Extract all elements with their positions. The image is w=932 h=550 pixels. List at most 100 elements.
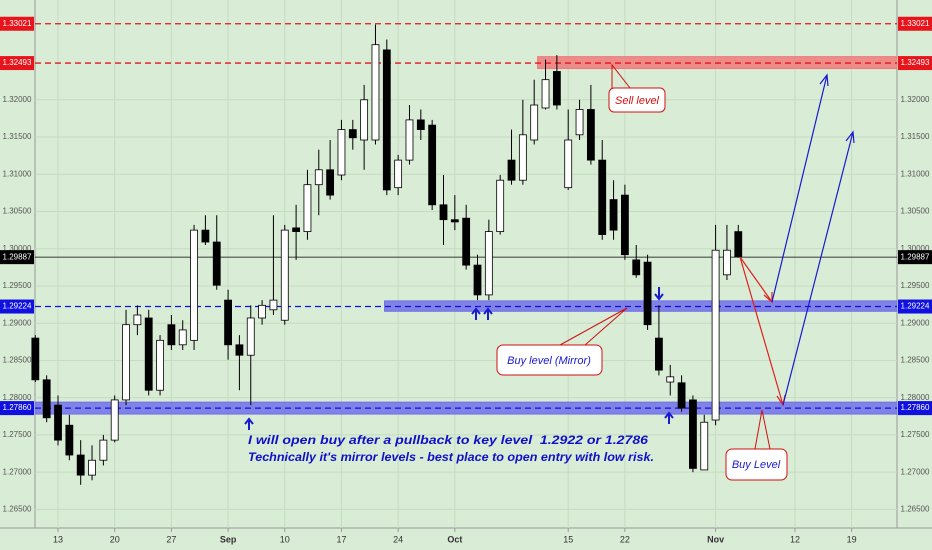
candle-body (348, 129, 357, 139)
candle-body (666, 376, 675, 383)
y-tick-label: 1.30000 (901, 244, 930, 253)
callout-pointer (754, 409, 771, 450)
candle-body (65, 424, 74, 456)
level-tag (0, 299, 34, 314)
callout: Buy level (Mirror) (496, 307, 628, 376)
candle-body (405, 119, 414, 161)
callout: Sell level (608, 63, 666, 113)
candle-body (122, 324, 130, 401)
y-tick-label: 1.31000 (901, 169, 930, 178)
candle-body (609, 199, 618, 231)
level-tag (0, 16, 34, 31)
candle-body (655, 337, 663, 371)
level-label: 1.29224 (901, 302, 930, 311)
level-tag (898, 16, 932, 31)
candle-body (88, 459, 96, 476)
candle-body (258, 304, 266, 319)
candle-body (99, 439, 108, 461)
candle-body (292, 227, 301, 233)
candle-body (54, 404, 62, 441)
candle-body (224, 299, 232, 346)
level-tag (898, 401, 932, 416)
callout-text: Buy Level (732, 459, 781, 471)
y-tick-label: 1.31000 (3, 169, 32, 178)
level-tag (898, 250, 932, 265)
y-tick-label: 1.27500 (901, 430, 930, 439)
candle-body (700, 421, 709, 471)
x-tick-label: 10 (280, 534, 290, 544)
callout-box (725, 448, 788, 481)
candle-body (723, 249, 731, 276)
level-label: 1.33021 (3, 19, 32, 28)
x-tick-label: 27 (166, 534, 176, 544)
candle-body (31, 337, 40, 381)
arrow (782, 130, 855, 406)
x-tick-label: 22 (620, 534, 630, 544)
candle-body (269, 299, 278, 311)
candle-body (496, 179, 505, 233)
y-tick-label: 1.30000 (3, 244, 32, 253)
candle-body (416, 119, 425, 130)
y-tick-label: 1.28500 (3, 356, 32, 365)
x-tick-label: 24 (393, 534, 403, 544)
candle-body (598, 159, 607, 235)
candle-body (382, 49, 391, 191)
level-tag (898, 299, 932, 314)
candle-body (246, 317, 255, 356)
candle-body (235, 344, 244, 356)
x-tick-label: 13 (53, 534, 63, 544)
candle-body (167, 324, 176, 346)
y-tick-label: 1.29500 (3, 281, 32, 290)
y-tick-label: 1.30500 (3, 207, 32, 216)
y-tick-label: 1.32000 (901, 95, 930, 104)
y-tick-label: 1.26500 (901, 504, 930, 513)
candle-body (473, 264, 482, 296)
note: Technically it's mirror levels - best pl… (248, 450, 654, 464)
candle-body (394, 159, 403, 189)
candle-body (564, 139, 573, 189)
candle-body (133, 314, 142, 326)
y-tick-label: 1.31500 (901, 132, 930, 141)
callout-pointer (559, 307, 628, 346)
x-tick-label: 17 (336, 534, 346, 544)
note: I will open buy after a pullback to key … (248, 433, 648, 447)
candle-body (42, 379, 51, 419)
blue-arrows (771, 73, 855, 406)
callout-text: Buy level (Mirror) (507, 355, 591, 367)
level-label: 1.29887 (3, 252, 32, 261)
level-label: 1.27860 (901, 403, 930, 412)
candle-body (484, 231, 493, 296)
level-label: 1.27860 (3, 403, 32, 412)
level-tag (898, 56, 932, 71)
candle-body (280, 229, 289, 321)
candle-body (156, 339, 164, 391)
candle-body (620, 194, 629, 256)
y-tick-label: 1.32000 (3, 95, 32, 104)
y-tick-label: 1.28500 (901, 356, 930, 365)
candle-body (462, 217, 471, 266)
level-tag (0, 401, 34, 416)
callout-pointer (611, 63, 631, 89)
candle-body (734, 231, 743, 258)
candle-body (428, 124, 437, 206)
candle-body (76, 454, 85, 476)
candle-body (337, 129, 346, 176)
y-tick-label: 1.30500 (901, 207, 930, 216)
y-tick-label: 1.29000 (3, 318, 32, 327)
x-tick-label: Sep (220, 534, 237, 544)
callout-box (608, 87, 666, 113)
y-tick-label: 1.29000 (901, 318, 930, 327)
candle-body (303, 184, 312, 233)
callout-text: Sell level (615, 95, 660, 107)
level-label: 1.29887 (901, 252, 930, 261)
candle-body (439, 204, 448, 221)
level-tag (0, 250, 34, 265)
candle-body (530, 104, 539, 141)
markers (244, 287, 674, 430)
candle-body (450, 219, 459, 223)
y-tick-label: 1.27500 (3, 430, 32, 439)
up-arrow (664, 411, 674, 424)
up-arrow (471, 307, 481, 320)
candle-body (643, 261, 652, 326)
y-tick-label: 1.27000 (901, 467, 930, 476)
